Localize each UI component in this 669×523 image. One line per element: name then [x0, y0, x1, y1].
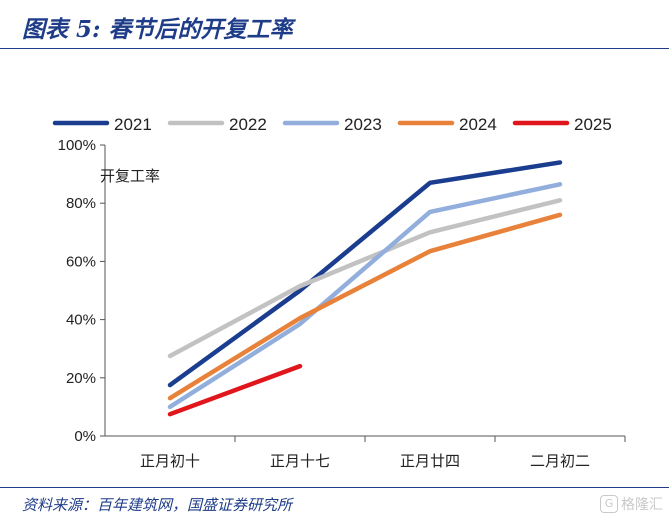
y-tick-label: 20%	[66, 370, 96, 387]
legend-label-2023: 2023	[344, 115, 382, 134]
legend: 2021 2022 2023 2024 2025	[52, 115, 612, 134]
x-axis-ticks: 正月初十 正月十七 正月廿四 二月初二	[140, 436, 626, 470]
y-axis-label: 开复工率	[100, 167, 160, 185]
x-tick-label: 二月初二	[530, 453, 590, 470]
series-line-2024	[167, 212, 563, 401]
legend-label-2021: 2021	[114, 115, 152, 134]
series-line-2021	[167, 160, 563, 388]
y-axis-ticks: 0% 20% 40% 60% 80% 100%	[58, 137, 105, 445]
chart-title: 图表 5: 春节后的开复工率	[22, 16, 293, 43]
series-line-2025	[167, 363, 303, 417]
y-tick-label: 60%	[66, 253, 96, 270]
footer-divider	[0, 487, 669, 488]
y-tick-label: 100%	[58, 137, 96, 154]
watermark: G 格隆汇	[600, 494, 663, 514]
legend-label-2025: 2025	[574, 115, 612, 134]
source-note: 资料来源：百年建筑网，国盛证券研究所	[22, 496, 293, 514]
x-tick-label: 正月廿四	[400, 453, 460, 470]
legend-label-2024: 2024	[459, 115, 497, 134]
y-tick-label: 0%	[74, 428, 96, 445]
series-lines	[167, 160, 563, 417]
watermark-text: 格隆汇	[621, 497, 663, 513]
series-line-2023	[167, 182, 563, 410]
x-tick-label: 正月十七	[270, 453, 330, 470]
y-tick-label: 80%	[66, 195, 96, 212]
watermark-logo-icon: G	[600, 495, 618, 513]
y-tick-label: 40%	[66, 312, 96, 329]
series-line-2022	[167, 198, 563, 359]
line-chart: 2021 2022 2023 2024 2025 0%20%40%60%80%100% …	[52, 115, 626, 470]
legend-label-2022: 2022	[229, 115, 267, 134]
title-divider	[0, 48, 669, 49]
x-tick-label: 正月初十	[140, 453, 200, 470]
